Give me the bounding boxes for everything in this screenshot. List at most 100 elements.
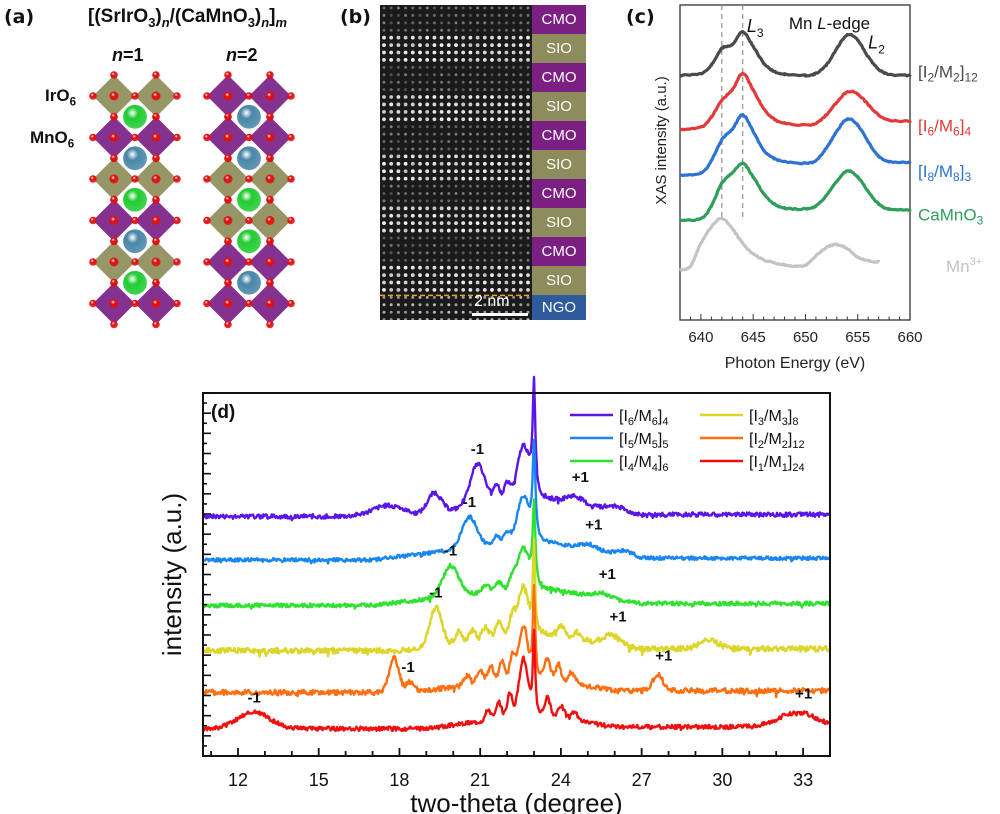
atom-column — [425, 102, 430, 107]
atom-column — [526, 206, 530, 211]
atom-column — [411, 303, 415, 307]
atom-column — [454, 273, 458, 277]
atom-column — [511, 228, 516, 233]
atom-column — [447, 65, 451, 69]
atom-column — [526, 184, 530, 188]
atom-column — [483, 303, 487, 307]
atom-column — [454, 213, 458, 218]
atom-column — [461, 73, 465, 77]
oxygen-atom — [203, 133, 211, 142]
atom-column — [411, 147, 415, 151]
atom-column — [454, 28, 458, 32]
atom-column — [389, 132, 393, 136]
atom-column — [396, 21, 400, 25]
atom-column — [396, 265, 401, 270]
atom-column — [497, 147, 501, 151]
atom-column — [475, 50, 480, 55]
atom-column — [425, 140, 429, 144]
atom-column — [476, 199, 480, 203]
atom-column — [504, 288, 509, 292]
legend-label: [I6/M6]4 — [619, 408, 669, 428]
atom-column — [512, 140, 516, 144]
atom-column — [425, 109, 430, 114]
atom-column — [490, 43, 494, 47]
atom-column — [439, 154, 444, 159]
atom-column — [446, 161, 451, 166]
atom-column — [483, 88, 487, 92]
atom-column — [482, 35, 487, 40]
oxygen-atom — [245, 175, 253, 183]
atom-column — [382, 95, 386, 99]
atom-column — [454, 295, 458, 299]
atom-column — [425, 199, 429, 203]
atom-column — [454, 228, 458, 233]
x-tick-label: 30 — [712, 770, 732, 790]
atom-column — [411, 125, 415, 129]
atom-column — [504, 169, 509, 174]
atom-column — [511, 102, 516, 107]
atom-column — [476, 140, 480, 144]
atom-column — [418, 228, 422, 233]
atom-column — [504, 21, 508, 25]
oxygen-atom — [203, 299, 211, 308]
atom-column — [389, 88, 393, 92]
atom-column — [389, 265, 394, 270]
atom-column — [468, 161, 473, 166]
atom-column — [389, 154, 394, 159]
formula-sub: 3 — [247, 14, 255, 30]
atom-column — [461, 251, 465, 255]
atom-column — [410, 280, 415, 285]
atom-column — [504, 80, 508, 84]
panel-b-label: (b) — [340, 6, 371, 28]
atom-column — [382, 43, 386, 47]
atom-column — [432, 147, 436, 151]
atom-column — [418, 140, 422, 144]
atom-column — [411, 132, 415, 136]
atom-column — [439, 35, 444, 40]
oxygen-atom — [152, 71, 160, 79]
atom-column — [468, 221, 473, 226]
atom-column — [418, 50, 422, 55]
atom-column — [410, 95, 415, 99]
atom-column — [425, 147, 429, 151]
atom-column — [483, 80, 487, 84]
atom-column — [418, 258, 422, 262]
oxygen-atom — [173, 92, 181, 100]
oxygen-atom — [224, 154, 232, 162]
atom-column — [418, 147, 422, 151]
atom-column — [418, 273, 422, 277]
atom-column — [418, 6, 422, 10]
atom-column — [446, 228, 451, 233]
atom-column — [512, 125, 516, 129]
atom-column — [432, 199, 436, 203]
atom-column — [461, 147, 465, 151]
x-tick-label: 650 — [793, 329, 818, 346]
atom-column — [518, 288, 523, 292]
atom-column — [425, 50, 430, 55]
atom-column — [454, 102, 458, 107]
oxygen-atom — [223, 257, 233, 267]
atom-column — [482, 221, 487, 226]
atom-column — [497, 21, 501, 25]
atom-column — [490, 213, 494, 218]
x-tick-label: 21 — [470, 770, 490, 790]
atom-column — [476, 258, 480, 262]
atom-column — [476, 80, 480, 84]
atom-column — [382, 303, 386, 307]
atom-column — [468, 303, 472, 307]
atom-column — [482, 280, 487, 285]
legend-item: [I5/M5]5 — [570, 431, 669, 451]
oxygen-atom — [109, 133, 119, 142]
atom-column — [418, 13, 422, 17]
atom-column — [411, 184, 415, 188]
atom-column — [425, 73, 429, 77]
atom-column — [425, 95, 430, 99]
atom-column — [432, 310, 436, 314]
atom-column — [461, 140, 465, 144]
atom-column — [519, 21, 523, 25]
atom-column — [461, 28, 465, 32]
atom-column — [382, 206, 386, 211]
atom-column — [483, 125, 487, 129]
atom-column — [475, 273, 480, 277]
sr-cation — [121, 269, 149, 296]
